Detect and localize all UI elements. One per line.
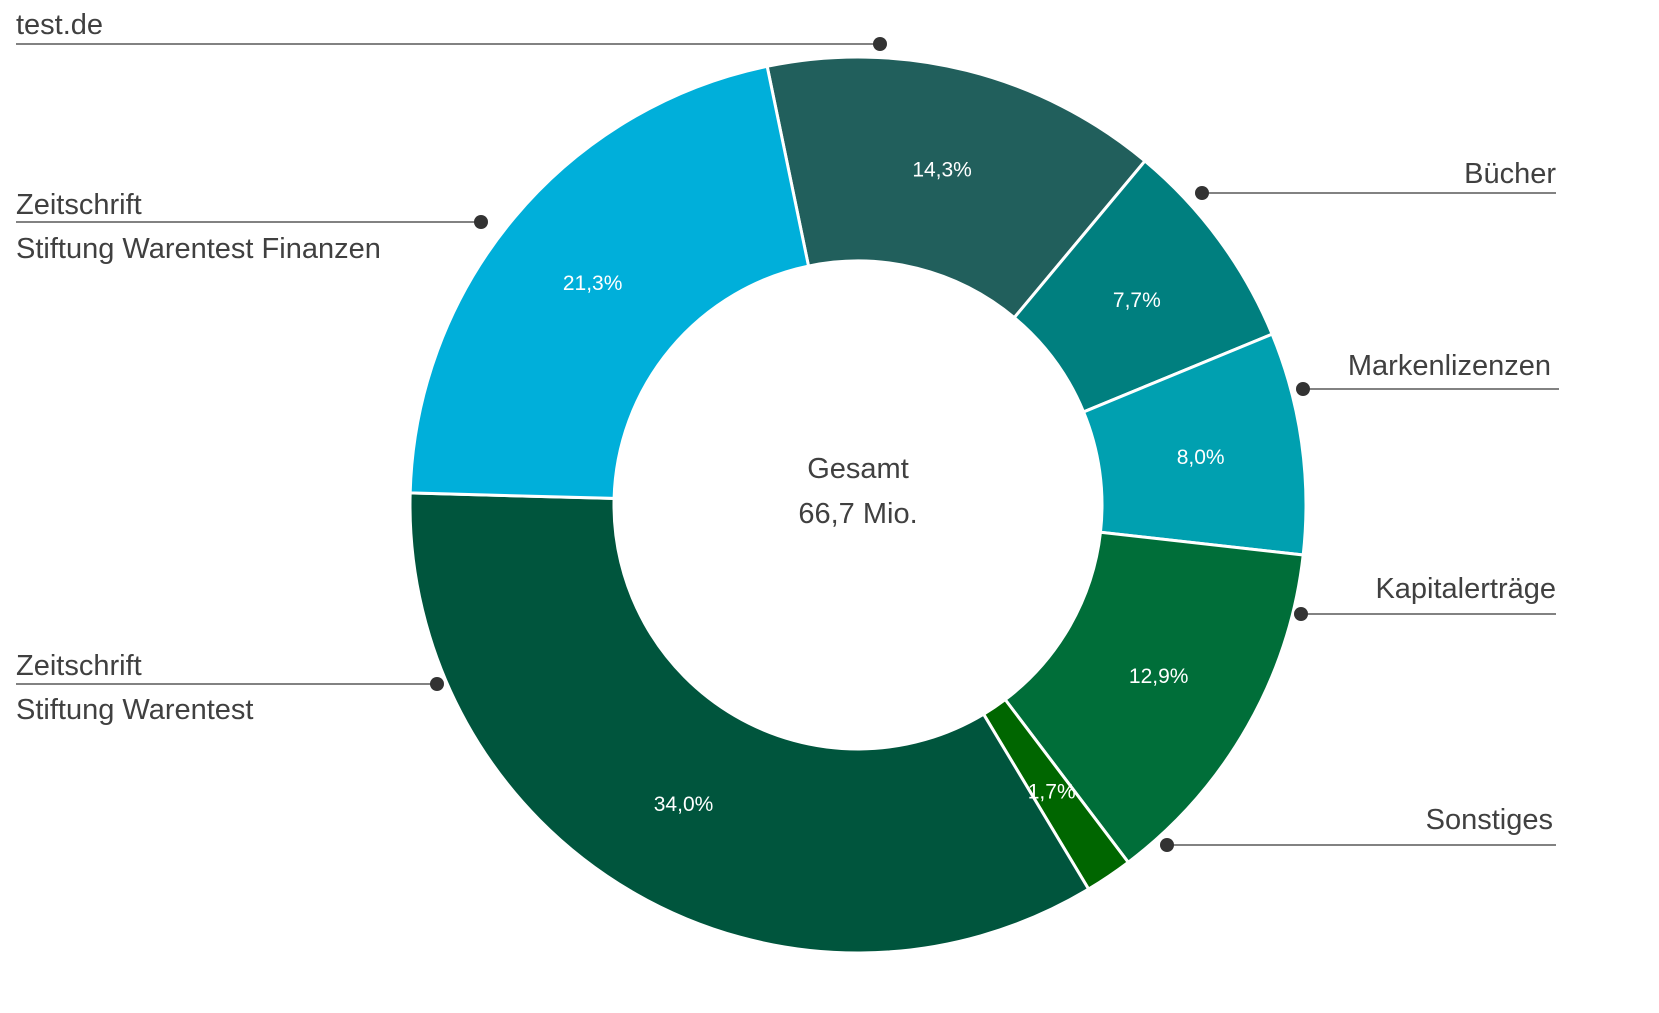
category-label-zeitschrift_stiftung-line1: Zeitschrift xyxy=(16,650,142,682)
category-labels: test.de Bücher Markenlizenzen Kapitalerträg… xyxy=(16,9,1556,836)
category-label-zeitschrift_finanzen-line2: Stiftung Warentest Finanzen xyxy=(16,233,381,265)
donut-slice-zeitschrift_finanzen xyxy=(408,64,811,500)
category-label-zeitschrift_stiftung-line2: Stiftung Warentest xyxy=(16,694,253,726)
donut-slice-testde xyxy=(765,55,1148,320)
leader-dot-zeitschrift_stiftung xyxy=(430,677,444,691)
leader-lines xyxy=(16,37,1559,852)
center-total-value: 66,7 Mio. xyxy=(798,498,917,530)
leader-dot-markenlizenzen xyxy=(1296,382,1310,396)
category-label-markenlizenzen: Markenlizenzen xyxy=(1348,350,1551,382)
category-label-kapitalertraege: Kapitalerträge xyxy=(1375,573,1556,605)
percentage-label-kapitalertraege: 12,9% xyxy=(1129,665,1189,688)
leader-dot-testde xyxy=(873,37,887,51)
leader-dot-sonstiges xyxy=(1160,838,1174,852)
category-label-sonstiges: Sonstiges xyxy=(1426,804,1553,836)
donut-slice-zeitschrift_stiftung xyxy=(408,491,1091,955)
donut-slices xyxy=(408,55,1308,955)
leader-dot-kapitalertraege xyxy=(1294,607,1308,621)
leader-dot-buecher xyxy=(1195,186,1209,200)
donut-slice-kapitalertraege xyxy=(1003,530,1305,865)
category-label-zeitschrift_finanzen-line1: Zeitschrift xyxy=(16,189,142,221)
percentage-label-zeitschrift_stiftung: 34,0% xyxy=(654,793,714,816)
category-label-buecher: Bücher xyxy=(1464,158,1556,190)
percentage-label-markenlizenzen: 8,0% xyxy=(1177,446,1225,469)
percentage-label-sonstiges: 1,7% xyxy=(1028,781,1076,804)
percentage-label-buecher: 7,7% xyxy=(1113,289,1161,312)
percentage-labels: 14,3% 7,7% 8,0% 12,9% 1,7% 34,0% 21,3% xyxy=(563,158,1225,815)
category-label-testde: test.de xyxy=(16,9,103,41)
center-total-label: Gesamt xyxy=(807,453,909,485)
percentage-label-zeitschrift_finanzen: 21,3% xyxy=(563,272,623,295)
leader-dot-zeitschrift_finanzen xyxy=(474,215,488,229)
percentage-label-testde: 14,3% xyxy=(912,158,972,181)
